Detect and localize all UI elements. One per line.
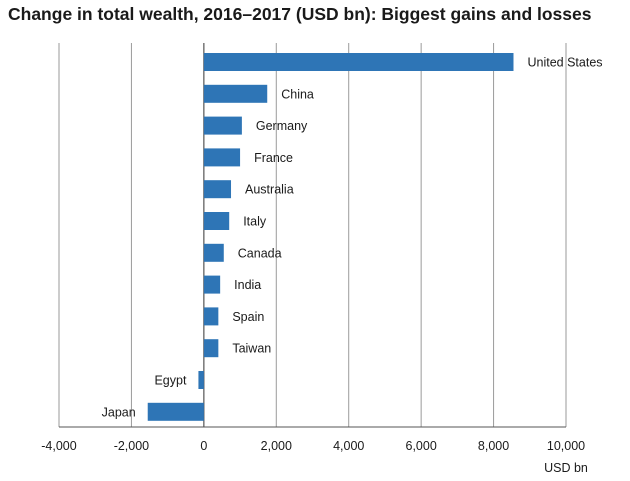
bar-label: China — [281, 87, 314, 101]
x-axis-unit-label: USD bn — [544, 461, 588, 475]
bar-label: Australia — [245, 183, 294, 197]
chart-title: Change in total wealth, 2016–2017 (USD b… — [8, 4, 592, 24]
bar — [203, 275, 221, 294]
x-tick-label: 0 — [200, 439, 207, 453]
gridlines — [58, 43, 567, 427]
bar — [203, 53, 514, 71]
bar-label: Spain — [232, 310, 264, 324]
bar-label: India — [234, 278, 261, 292]
bar — [203, 116, 242, 135]
x-tick-label: -2,000 — [114, 439, 149, 453]
bar-label: Germany — [256, 119, 308, 133]
bar-label: Italy — [243, 215, 267, 229]
bar — [147, 402, 204, 421]
bar-label: Taiwan — [232, 342, 271, 356]
x-tick-label: 6,000 — [406, 439, 437, 453]
bar-label: Canada — [238, 246, 282, 260]
bar — [203, 180, 232, 199]
bar-label: Egypt — [154, 374, 186, 388]
x-tick-label: -4,000 — [41, 439, 76, 453]
x-tick-label: 2,000 — [261, 439, 292, 453]
x-tick-label: 4,000 — [333, 439, 364, 453]
x-tick-label: 8,000 — [478, 439, 509, 453]
bar — [198, 371, 204, 389]
bar-labels: United States China Germany France Australia… — [102, 56, 603, 420]
bar-label: Japan — [102, 405, 136, 419]
bar — [203, 307, 219, 326]
x-tick-label: 10,000 — [547, 439, 585, 453]
bar — [203, 84, 268, 103]
bar-label: France — [254, 151, 293, 165]
bar — [203, 212, 230, 230]
bar — [203, 148, 241, 167]
x-axis: -4,000 -2,000 0 2,000 4,000 6,000 8,000 10,000 — [41, 426, 585, 453]
bar — [203, 339, 219, 358]
bars — [147, 53, 514, 421]
bar — [203, 243, 224, 262]
bar-label: United States — [527, 56, 602, 70]
